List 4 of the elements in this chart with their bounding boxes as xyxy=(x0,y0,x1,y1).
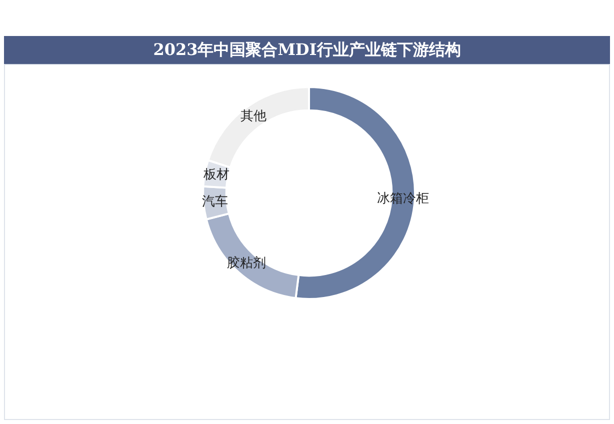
slice-label: 板材 xyxy=(202,168,230,183)
chart-title: 2023年中国聚合MDI行业产业链下游结构 xyxy=(4,36,610,64)
slice-label: 其他 xyxy=(240,109,267,124)
slice-label: 汽车 xyxy=(202,194,228,210)
